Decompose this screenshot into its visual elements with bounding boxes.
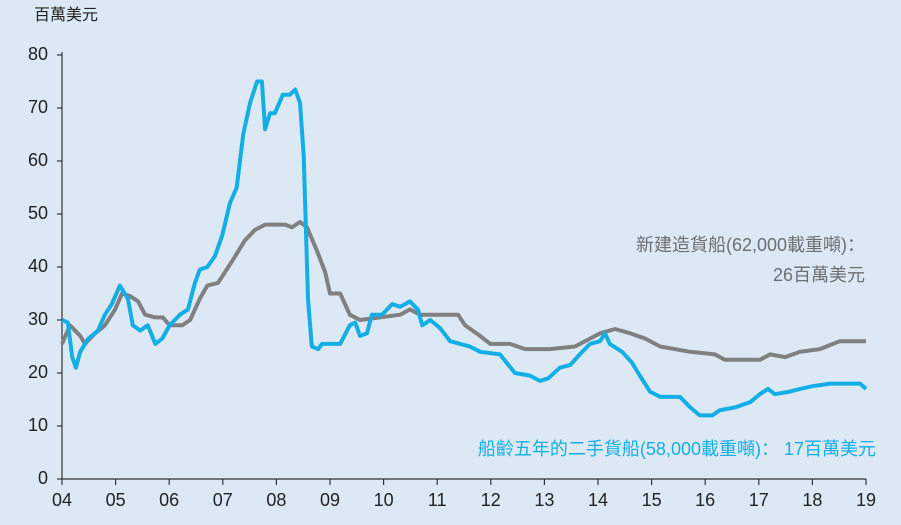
line-series bbox=[61, 79, 868, 418]
y-tick-label: 80 bbox=[28, 44, 48, 64]
x-tick-label: 16 bbox=[695, 490, 715, 510]
y-tick-label: 0 bbox=[38, 468, 48, 488]
y-tick-label: 30 bbox=[28, 309, 48, 329]
x-tick-label: 13 bbox=[534, 490, 554, 510]
x-tick-label: 04 bbox=[52, 490, 72, 510]
x-tick-label: 06 bbox=[159, 490, 179, 510]
x-tick-label: 09 bbox=[320, 490, 340, 510]
annotation: 新建造貨船(62,000載重噸)： bbox=[636, 235, 865, 255]
x-tick-label: 07 bbox=[213, 490, 233, 510]
x-tick-label: 12 bbox=[481, 490, 501, 510]
x-tick-label: 10 bbox=[374, 490, 394, 510]
x-tick-label: 15 bbox=[642, 490, 662, 510]
x-tick-label: 11 bbox=[428, 490, 447, 510]
y-tick-label: 40 bbox=[28, 256, 48, 276]
annotation: 26百萬美元 bbox=[773, 265, 865, 285]
y-tick-label: 50 bbox=[28, 203, 48, 223]
y-tick-label: 20 bbox=[28, 362, 48, 382]
y-axis-title: 百萬美元 bbox=[34, 6, 98, 24]
line-series bbox=[60, 220, 866, 362]
x-tick-label: 08 bbox=[266, 490, 286, 510]
x-tick-label: 05 bbox=[106, 490, 126, 510]
x-tick-label: 14 bbox=[588, 490, 608, 510]
y-tick-label: 10 bbox=[28, 415, 48, 435]
x-tick-label: 19 bbox=[856, 490, 876, 510]
y-tick-label: 60 bbox=[28, 150, 48, 170]
annotation: 船齡五年的二手貨船(58,000載重噸)： 17百萬美元 bbox=[478, 439, 876, 459]
x-tick-label: 17 bbox=[749, 490, 769, 510]
y-tick-label: 70 bbox=[28, 97, 48, 117]
x-tick-label: 18 bbox=[802, 490, 822, 510]
